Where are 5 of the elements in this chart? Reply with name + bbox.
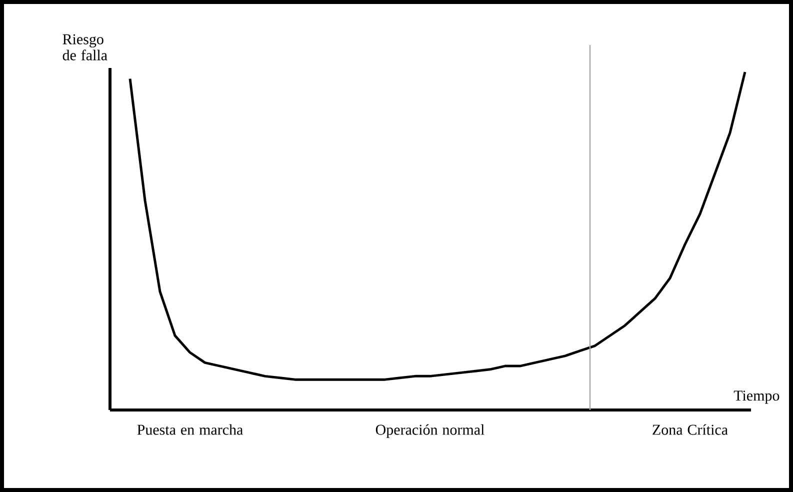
y-axis-title: Riesgo de falla — [62, 34, 108, 60]
text: Puesta en marcha — [137, 424, 243, 435]
text: Operación normal — [376, 424, 484, 438]
text: Zona Crítica — [652, 424, 728, 435]
x-axis-title: Tiempo — [734, 390, 780, 404]
